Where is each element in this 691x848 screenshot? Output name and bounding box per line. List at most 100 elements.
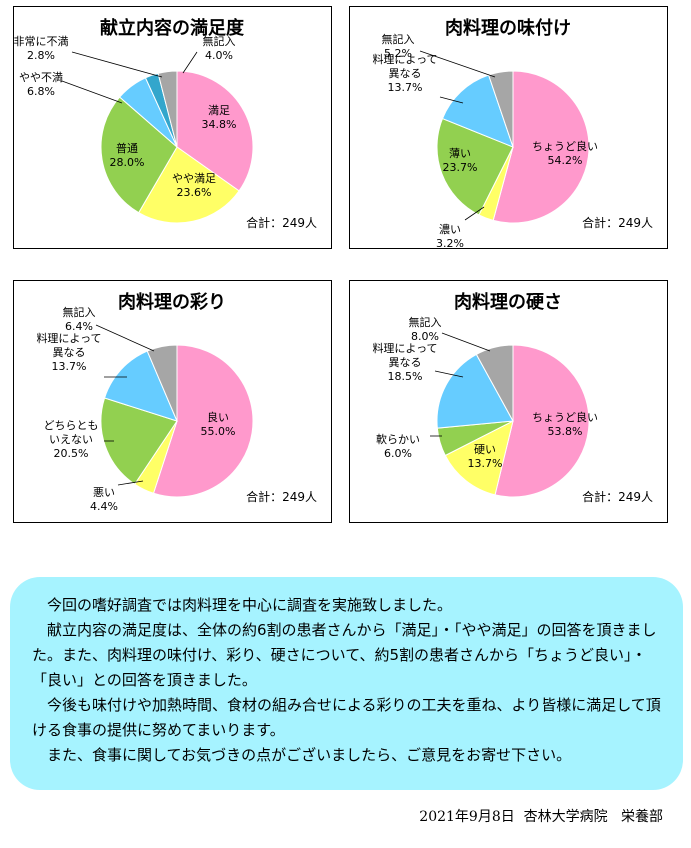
slice-label-料理によって異なる: 料理によって異なる 13.7% <box>372 52 437 94</box>
leader-line <box>182 51 198 74</box>
slice-label-料理によって異なる: 料理によって異なる 18.5% <box>372 341 437 383</box>
slice-name: 無記入 <box>409 315 442 329</box>
slice-percent: 5.2% <box>384 47 412 60</box>
chart-panel-hardness: 肉料理の硬さちょうど良い 53.8% 硬い 13.7% 軟らかい 6.0% 料理によって異な… <box>349 280 668 523</box>
slice-label-薄い: 薄い 23.7% <box>443 146 478 174</box>
slice-percent: 34.8% <box>202 118 237 131</box>
pie-slice-ちょうど良い <box>494 344 590 498</box>
slice-name: 濃い <box>439 222 461 236</box>
slice-name: 無記入 <box>382 32 415 46</box>
slice-name: どちらとも <box>44 419 99 432</box>
leader-line <box>61 80 123 104</box>
slice-percent: 6.0% <box>384 447 412 460</box>
footer-date: 2021年9月8日 <box>419 809 515 825</box>
slice-name: 軟らかい <box>376 432 420 446</box>
pie-slice-ちょうど良い <box>492 70 590 224</box>
slice-name: やや満足 <box>172 172 216 185</box>
slice-name: 料理によって <box>372 52 437 66</box>
slice-percent: 54.2% <box>548 154 583 167</box>
slice-percent: 4.0% <box>205 49 233 62</box>
footer-signature: 2021年9月8日 杏林大学病院 栄養部 <box>419 806 663 826</box>
footer-dept: 栄養部 <box>621 809 663 825</box>
pie-slice-料理によって異なる <box>103 350 178 422</box>
leader-line <box>419 50 496 78</box>
chart-panel-color: 肉料理の彩り良い 55.0% 悪い 4.4% どちらともいえない 20.5% 料理によって異… <box>13 280 332 523</box>
slice-name: 薄い <box>449 146 471 160</box>
slice-label-普通: 普通 28.0% <box>110 141 145 169</box>
slice-name: いえない <box>49 433 93 446</box>
slice-label-無記入: 無記入 6.4% <box>63 305 96 333</box>
pie-slice-どちらともいえない <box>100 397 178 485</box>
slice-percent: 13.7% <box>468 457 503 470</box>
pie-slice-やや満足 <box>138 146 240 224</box>
slice-name: 異なる <box>53 346 86 359</box>
pie-slice-料理によって異なる <box>441 74 514 148</box>
slice-percent: 4.4% <box>90 500 118 513</box>
slice-label-やや満足: やや満足 23.6% <box>172 172 216 199</box>
slice-name: 満足 <box>208 104 230 117</box>
slice-percent: 18.5% <box>388 370 423 383</box>
slice-name: 非常に不満 <box>14 35 69 48</box>
slice-percent: 28.0% <box>110 156 145 169</box>
chart-total: 合計：249人 <box>582 489 653 504</box>
slice-name: ちょうど良い <box>532 139 598 153</box>
pie-slice-無記入 <box>157 70 178 148</box>
slice-label-軟らかい: 軟らかい 6.0% <box>376 432 420 460</box>
leader-line <box>117 480 144 486</box>
slice-name: 料理によって <box>372 341 437 355</box>
pie-slice-料理によって異なる <box>436 353 514 429</box>
leader-line <box>439 96 464 104</box>
slice-percent: 2.8% <box>27 49 55 62</box>
leader-line <box>95 324 155 352</box>
slice-percent: 8.0% <box>411 330 439 343</box>
slice-name: 異なる <box>389 67 422 80</box>
slice-name: やや不満 <box>19 71 63 84</box>
slice-label-悪い: 悪い 4.4% <box>90 486 118 513</box>
slice-name: 料理によって <box>36 331 101 345</box>
slice-percent: 55.0% <box>201 425 236 438</box>
pie-slice-薄い <box>436 117 514 216</box>
chart-title: 肉料理の味付け <box>445 17 571 39</box>
slice-name: 異なる <box>389 356 422 369</box>
slice-name: 無記入 <box>203 34 236 48</box>
leader-line <box>464 206 485 221</box>
pie-slice-良い <box>152 344 254 498</box>
pie-slice-満足 <box>176 70 254 192</box>
slice-percent: 6.8% <box>27 85 55 98</box>
chart-panel-seasoning: 肉料理の味付けちょうど良い 54.2% 濃い 3.2% 薄い 23.7% 料理によって異なる… <box>349 6 668 249</box>
pie-slice-無記入 <box>146 344 178 422</box>
slice-label-ちょうど良い: ちょうど良い 53.8% <box>532 410 598 438</box>
pie-slice-硬い <box>444 420 514 496</box>
slice-percent: 20.5% <box>54 447 89 460</box>
comment-paragraph: また、食事に関してお気づきの点がございましたら、ご意見をお寄せ下さい。 <box>47 746 572 764</box>
slice-name: 普通 <box>116 141 138 155</box>
pie-slice-無記入 <box>475 344 514 422</box>
slice-label-濃い: 濃い 3.2% <box>436 222 464 248</box>
slice-label-無記入: 無記入 4.0% <box>203 34 236 62</box>
slice-label-硬い: 硬い 13.7% <box>468 443 503 470</box>
slice-label-ちょうど良い: ちょうど良い 54.2% <box>532 139 598 167</box>
chart-panel-satisfaction: 献立内容の満足度満足 34.8% やや満足 23.6% 普通 28.0% やや不満 6.8% 非… <box>13 6 332 249</box>
slice-label-料理によって異なる: 料理によって異なる 13.7% <box>36 331 101 373</box>
chart-title: 献立内容の満足度 <box>100 17 245 39</box>
leader-line <box>434 370 464 378</box>
chart-title: 肉料理の彩り <box>118 291 226 313</box>
chart-title: 肉料理の硬さ <box>454 291 562 313</box>
pie-slice-普通 <box>100 96 178 214</box>
slice-label-どちらともいえない: どちらともいえない 20.5% <box>44 419 99 460</box>
slice-label-満足: 満足 34.8% <box>202 104 237 131</box>
slice-name: 硬い <box>474 443 496 456</box>
slice-label-やや不満: やや不満 6.8% <box>19 71 63 98</box>
comment-box: 今回の嗜好調査では肉料理を中心に調査を実施致しました。 献立内容の満足度は、全体… <box>10 577 683 790</box>
leader-line <box>71 51 163 78</box>
slice-label-無記入: 無記入 5.2% <box>382 32 415 60</box>
slice-label-無記入: 無記入 8.0% <box>409 315 442 343</box>
slice-name: 良い <box>207 410 229 424</box>
slice-percent: 3.2% <box>436 237 464 248</box>
comment-paragraph: 今後も味付けや加熱時間、食材の組み合せによる彩りの工夫を重ね、より皆様に満足して… <box>32 696 661 739</box>
footer-hospital: 杏林大学病院 <box>523 809 608 825</box>
slice-percent: 13.7% <box>52 360 87 373</box>
